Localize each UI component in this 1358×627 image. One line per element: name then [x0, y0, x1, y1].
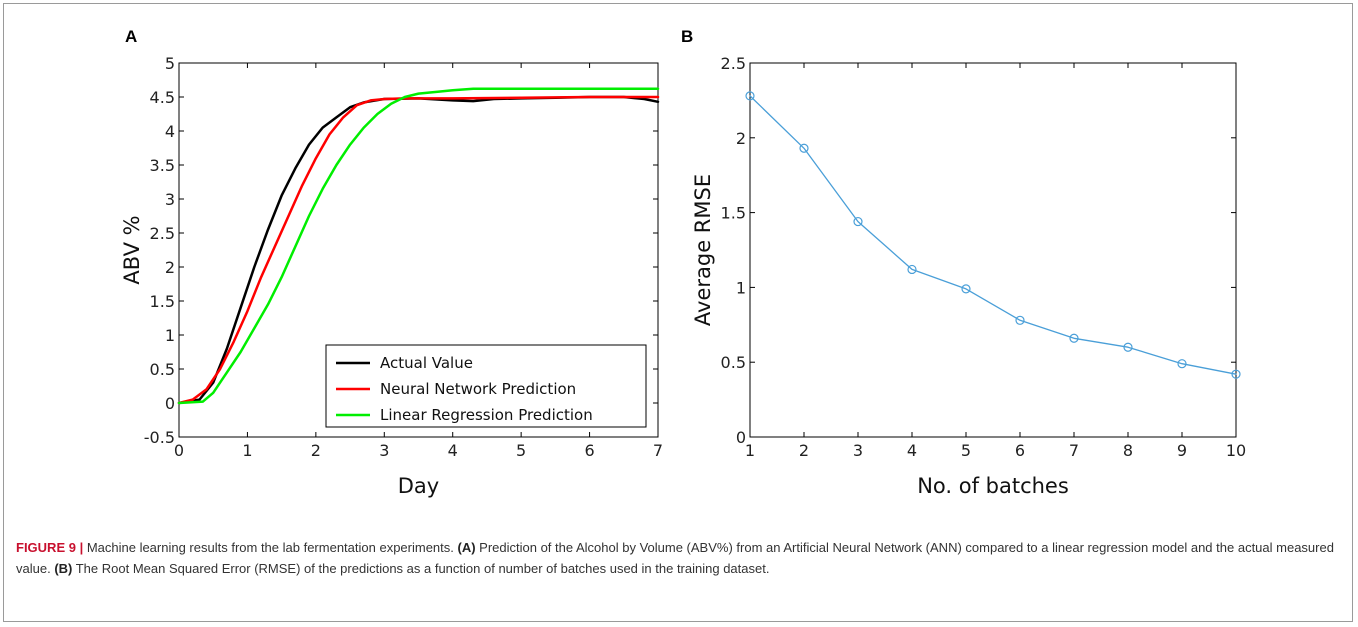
y-tick-label: 3.5: [150, 156, 175, 175]
panel-label: B: [681, 27, 693, 46]
data-point-marker: [1069, 333, 1079, 343]
y-tick-label: 5: [165, 54, 175, 73]
y-tick-label: 2.5: [150, 224, 175, 243]
panel-b-chart: B 1 2 3 4 5 6 7 8 9 10 0 0.5 1 1.5 2 2.5 No. of batches Av…: [681, 27, 1246, 498]
y-tick-label: 0.5: [721, 353, 746, 372]
legend-label-1: Actual Value: [380, 354, 473, 372]
series-line-1: [749, 95, 1237, 375]
figure-charts: A0 1 2 3 4 5 6 7-0.500.511.522.533.544.55DayABV…: [120, 27, 1246, 498]
x-tick-label: 1: [242, 441, 252, 460]
y-tick-label: 0.5: [150, 360, 175, 379]
x-tick-label: 5: [961, 441, 971, 460]
panel-a-chart: A0 1 2 3 4 5 6 7-0.500.511.522.533.544.55DayABV…: [120, 27, 663, 498]
plot-frame: [178, 62, 659, 438]
x-axis-title: Day: [398, 474, 439, 498]
data-point-marker: [799, 143, 809, 153]
plot-frame: [749, 62, 1237, 438]
caption-a-label: (A): [457, 540, 476, 555]
x-tick-label: 2: [311, 441, 321, 460]
legend-label-3: Linear Regression Prediction: [380, 406, 593, 424]
y-tick-label: 1: [736, 278, 746, 297]
x-tick-label: 3: [379, 441, 389, 460]
figure-frame: [3, 3, 1353, 622]
y-axis-title: Average RMSE: [691, 174, 715, 326]
y-tick-label: -0.5: [144, 428, 175, 447]
data-point-marker: [961, 284, 971, 294]
y-tick-label: 4.5: [150, 88, 175, 107]
data-point-marker: [1123, 342, 1133, 352]
x-tick-label: 8: [1123, 441, 1133, 460]
data-point-marker: [1177, 359, 1187, 369]
data-point-marker: [907, 264, 917, 275]
x-tick-label: 10: [1226, 441, 1246, 460]
x-tick-label: 6: [584, 441, 594, 460]
data-point-marker: [1015, 315, 1025, 325]
data-point-marker: [1231, 369, 1241, 379]
y-tick-label: 1.5: [721, 204, 746, 223]
x-tick-label: 2: [799, 441, 809, 460]
x-tick-label: 4: [448, 441, 458, 460]
y-tick-label: 4: [165, 122, 175, 141]
y-tick-label: 3: [165, 190, 175, 209]
x-tick-label: 3: [853, 441, 863, 460]
data-point-marker: [853, 216, 863, 227]
data-point-marker: [745, 91, 755, 101]
y-tick-label: 0: [736, 428, 746, 447]
figure-caption: FIGURE 9 | Machine learning results from…: [16, 537, 1342, 579]
y-axis-title: ABV %: [120, 215, 144, 284]
y-tick-label: 0: [165, 394, 175, 413]
panel-label: A: [125, 27, 137, 46]
y-tick-label: 1.5: [150, 292, 175, 311]
x-tick-label: 4: [907, 441, 917, 460]
caption-a-text: Prediction of the Alcohol by Volume (ABV…: [16, 540, 1334, 576]
y-tick-label: 1: [165, 326, 175, 345]
caption-b-text: The Root Mean Squared Error (RMSE) of th…: [72, 561, 770, 576]
legend-box: [325, 344, 647, 428]
caption-intro: Machine learning results from the lab fe…: [83, 540, 458, 555]
series-line-3: [177, 87, 660, 405]
y-tick-label: 2: [165, 258, 175, 277]
y-tick-label: 2.5: [721, 54, 746, 73]
series-line-2: [177, 95, 660, 405]
x-tick-label: 7: [1069, 441, 1079, 460]
caption-figure-label: FIGURE 9 |: [16, 540, 84, 555]
legend-label-2: Neural Network Prediction: [380, 380, 576, 398]
x-axis-title: No. of batches: [917, 474, 1069, 498]
x-tick-label: 0: [174, 441, 184, 460]
x-tick-label: 7: [653, 441, 663, 460]
y-tick-label: 2: [736, 129, 746, 148]
x-tick-label: 6: [1015, 441, 1025, 460]
caption-b-label: (B): [54, 561, 73, 576]
x-tick-label: 5: [516, 441, 526, 460]
x-tick-label: 1: [745, 441, 755, 460]
x-tick-label: 9: [1177, 441, 1187, 460]
